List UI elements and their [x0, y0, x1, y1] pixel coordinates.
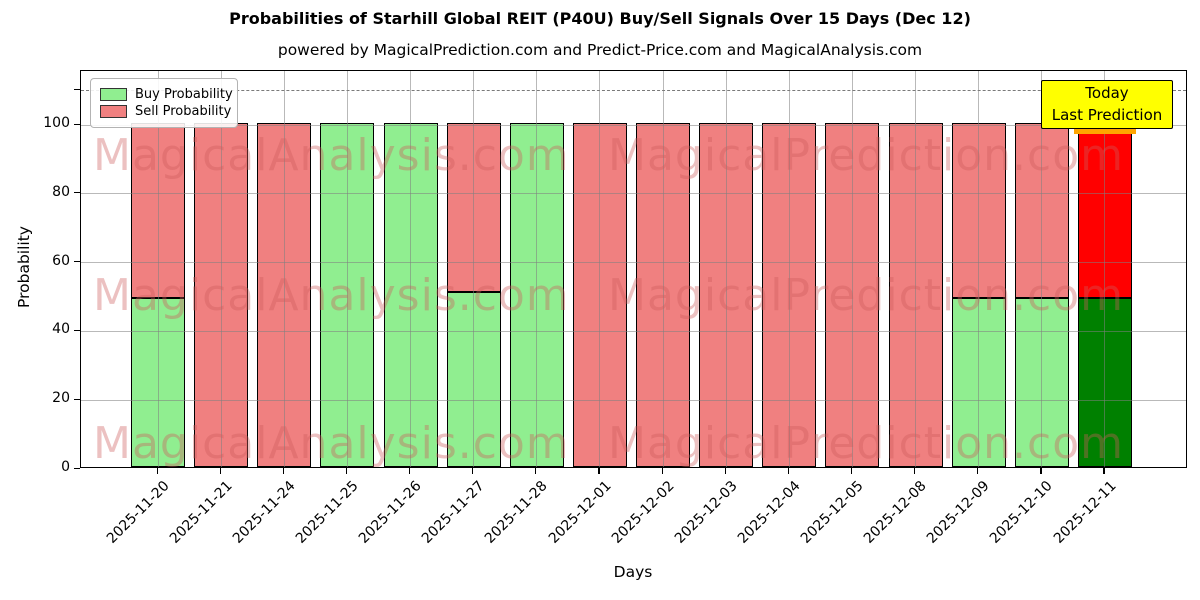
- gridline-vertical: [283, 71, 285, 467]
- buy-swatch-icon: [100, 88, 127, 101]
- x-tick-mark: [156, 468, 158, 474]
- gridline-vertical: [788, 71, 790, 467]
- gridline-vertical: [1041, 71, 1043, 467]
- x-tick-label: 2025-12-01: [545, 478, 615, 547]
- gridline-vertical: [346, 71, 348, 467]
- x-tick-mark: [282, 468, 284, 474]
- x-tick-label: 2025-11-28: [482, 478, 552, 547]
- x-tick-label: 2025-12-02: [608, 478, 678, 547]
- x-tick-label: 2025-12-05: [797, 478, 867, 547]
- gridline-vertical: [410, 71, 412, 467]
- x-tick-label: 2025-11-26: [355, 478, 425, 547]
- threshold-dashed-line: [81, 90, 1186, 92]
- gridline-vertical: [473, 71, 475, 467]
- legend-item-sell: Sell Probability: [100, 103, 231, 120]
- x-tick-label: 2025-12-10: [987, 478, 1057, 547]
- gridline-vertical: [851, 71, 853, 467]
- today-annotation-line2: Last Prediction: [1051, 105, 1163, 124]
- y-tick-label: 100: [43, 115, 70, 131]
- x-tick-mark: [850, 468, 853, 474]
- gridline-horizontal: [81, 330, 1186, 332]
- x-tick-label: 2025-11-20: [103, 478, 173, 547]
- x-tick-mark: [661, 468, 663, 474]
- y-tick-label: 0: [61, 459, 70, 475]
- x-tick-label: 2025-12-08: [861, 478, 930, 547]
- gridline-vertical: [599, 71, 601, 467]
- gridline-vertical: [1104, 71, 1106, 467]
- sell-swatch-icon: [100, 105, 127, 118]
- plot-area: MagicalAnalysis.com MagicalPrediction.com…: [80, 70, 1187, 469]
- y-tick-mark: [74, 192, 80, 194]
- x-tick-mark: [1040, 468, 1042, 474]
- y-tick-mark: [74, 89, 80, 91]
- x-tick-mark: [598, 468, 600, 474]
- y-tick-mark: [74, 123, 80, 125]
- gridline-vertical: [662, 71, 664, 467]
- gridline-vertical: [220, 71, 222, 467]
- y-tick-label: 40: [52, 321, 70, 338]
- x-tick-label: 2025-11-21: [166, 478, 236, 547]
- legend-label-buy: Buy Probability: [135, 87, 233, 102]
- y-tick-mark: [74, 398, 80, 400]
- gridline-vertical: [536, 71, 538, 467]
- x-axis-label: Days: [613, 563, 653, 581]
- y-tick-mark: [74, 261, 80, 263]
- x-tick-mark: [219, 468, 221, 474]
- gridline-horizontal: [81, 193, 1186, 195]
- legend: Buy Probability Sell Probability: [90, 78, 238, 128]
- x-tick-mark: [787, 468, 789, 474]
- y-tick-mark: [74, 467, 80, 469]
- gridline-horizontal: [81, 124, 1186, 126]
- gridline-vertical: [978, 71, 980, 467]
- gridline-vertical: [725, 71, 727, 467]
- x-tick-label: 2025-12-11: [1050, 478, 1120, 547]
- today-annotation: Today Last Prediction: [1041, 80, 1173, 129]
- x-tick-mark: [724, 468, 726, 474]
- legend-item-buy: Buy Probability: [100, 86, 233, 103]
- gridline-horizontal: [81, 262, 1186, 264]
- gridline-horizontal: [81, 399, 1186, 401]
- y-tick-label: 20: [52, 390, 70, 407]
- x-tick-label: 2025-11-27: [419, 478, 488, 547]
- x-tick-mark: [1103, 468, 1105, 474]
- chart-title: Probabilities of Starhill Global REIT (P…: [229, 9, 971, 28]
- x-tick-label: 2025-12-04: [734, 478, 804, 547]
- x-tick-label: 2025-11-24: [229, 478, 299, 547]
- x-tick-label: 2025-12-09: [924, 478, 994, 547]
- x-tick-mark: [977, 468, 979, 474]
- x-tick-mark: [472, 468, 474, 474]
- y-tick-label: 60: [52, 252, 70, 269]
- x-tick-mark: [914, 468, 916, 474]
- y-tick-label: 80: [52, 183, 70, 200]
- x-tick-mark: [409, 468, 411, 474]
- y-tick-mark: [74, 329, 80, 332]
- chart-subtitle: powered by MagicalPrediction.com and Pre…: [277, 41, 923, 59]
- x-tick-label: 2025-11-25: [292, 478, 362, 547]
- gridline-vertical: [915, 71, 917, 467]
- x-tick-mark: [535, 468, 537, 474]
- today-annotation-line1: Today: [1085, 83, 1129, 102]
- x-tick-mark: [345, 468, 348, 474]
- gridline-vertical: [157, 71, 159, 467]
- legend-label-sell: Sell Probability: [135, 104, 232, 119]
- x-tick-label: 2025-12-03: [671, 478, 741, 547]
